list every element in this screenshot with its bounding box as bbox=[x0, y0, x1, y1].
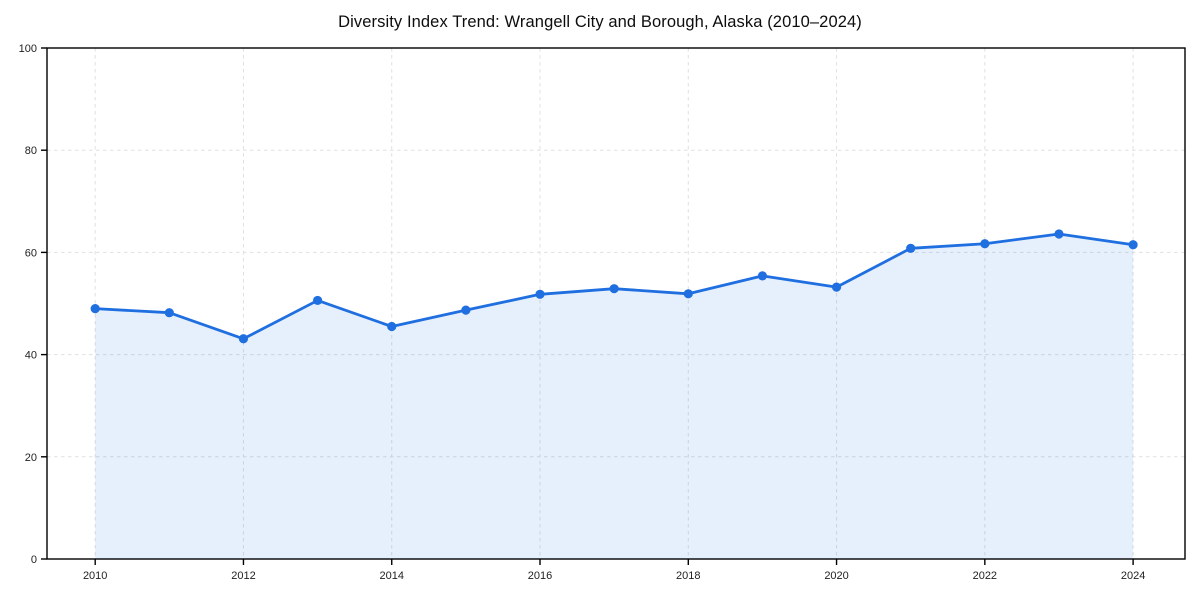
data-point bbox=[1054, 229, 1064, 239]
data-point bbox=[312, 295, 323, 306]
x-tick-label: 2020 bbox=[824, 570, 848, 582]
y-tick-label: 40 bbox=[25, 350, 37, 362]
data-point bbox=[831, 282, 842, 292]
data-point bbox=[757, 271, 768, 281]
x-tick-label: 2010 bbox=[83, 570, 107, 582]
y-tick-label: 20 bbox=[25, 452, 37, 464]
data-point bbox=[535, 289, 545, 299]
x-tick-label: 2018 bbox=[676, 570, 700, 582]
data-point bbox=[683, 289, 693, 299]
x-tick-label: 2024 bbox=[1121, 570, 1145, 582]
x-tick-label: 2012 bbox=[231, 570, 255, 582]
data-point bbox=[906, 243, 916, 253]
data-point bbox=[90, 304, 100, 314]
x-tick-label: 2022 bbox=[973, 570, 997, 582]
x-tick-label: 2016 bbox=[528, 570, 552, 582]
data-point bbox=[1128, 240, 1138, 250]
plot-border bbox=[46, 47, 1186, 560]
chart-title: Diversity Index Trend: Wrangell City and… bbox=[338, 13, 862, 31]
data-point bbox=[980, 239, 990, 249]
y-tick-label: 0 bbox=[31, 554, 37, 566]
y-tick-label: 60 bbox=[25, 247, 37, 259]
y-tick-label: 80 bbox=[25, 145, 37, 157]
data-point bbox=[238, 334, 249, 344]
data-point bbox=[387, 321, 397, 332]
data-point bbox=[461, 305, 471, 315]
y-tick-label: 100 bbox=[19, 43, 37, 55]
data-point bbox=[164, 308, 174, 318]
x-tick-label: 2014 bbox=[379, 570, 403, 582]
area-fill bbox=[95, 234, 1134, 559]
data-point bbox=[609, 284, 619, 294]
